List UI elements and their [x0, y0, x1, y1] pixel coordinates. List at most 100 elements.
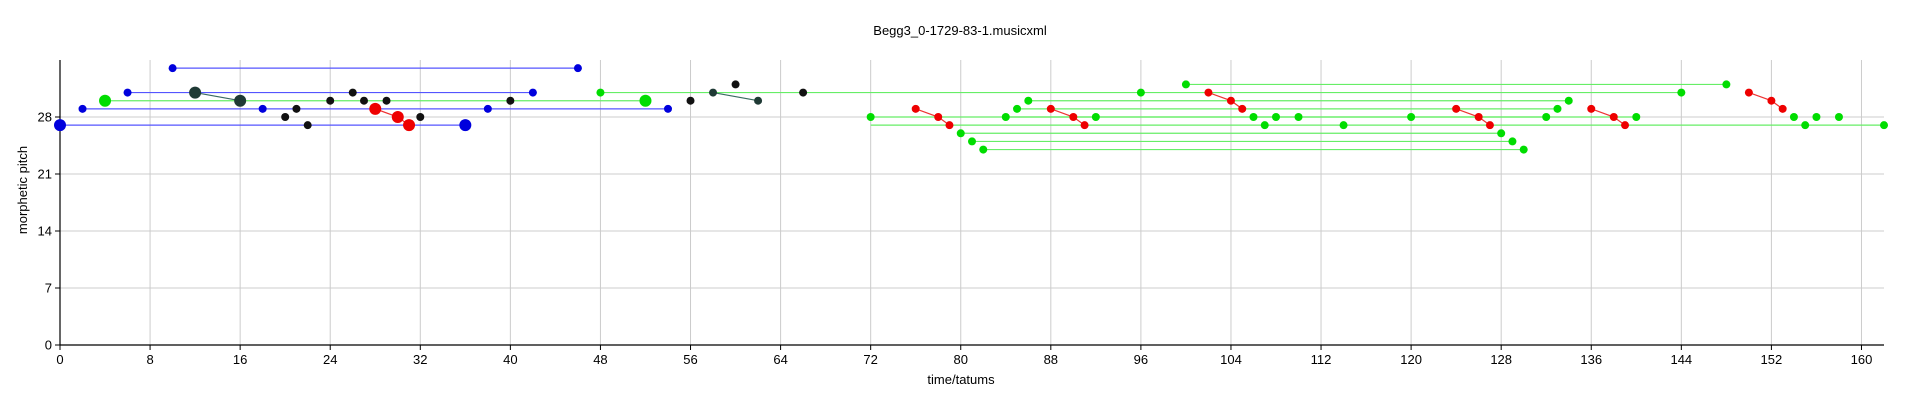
black-point — [506, 96, 515, 105]
red-point — [1452, 104, 1461, 113]
red-point — [934, 113, 943, 121]
red-point — [1204, 88, 1213, 97]
black-point — [348, 88, 357, 97]
green-point-large — [639, 94, 652, 107]
red-point — [1046, 104, 1055, 113]
x-tick-label: 24 — [323, 352, 337, 367]
red-point-large — [403, 119, 416, 132]
blue-point-large — [459, 119, 472, 132]
red-point — [1744, 88, 1753, 97]
dark-point — [709, 88, 718, 97]
blue-point — [168, 64, 177, 73]
x-tick-label: 40 — [503, 352, 517, 367]
x-tick-label: 136 — [1580, 352, 1602, 367]
x-tick-label: 96 — [1134, 352, 1148, 367]
green-point — [1542, 113, 1551, 121]
dark-point-large — [189, 86, 202, 99]
black-point — [281, 113, 290, 121]
black-point — [686, 96, 695, 105]
ticks: 0 8 16 24 32 40 48 56 64 72 80 88 96 104 112 120 128 136 1… — [38, 110, 1873, 368]
chart-title: Begg3_0-1729-83-1.musicxml — [873, 23, 1047, 38]
green-point — [1339, 121, 1348, 130]
red-point — [1238, 104, 1247, 113]
green-point — [979, 145, 988, 154]
red-point — [1474, 113, 1483, 121]
x-tick-label: 16 — [233, 352, 247, 367]
y-tick-label: 14 — [38, 224, 52, 239]
black-point — [416, 113, 425, 121]
green-point — [1812, 113, 1821, 121]
black-point — [382, 96, 391, 105]
dark-segment — [195, 91, 241, 102]
x-axis-label: time/tatums — [927, 372, 995, 387]
y-tick-label: 21 — [38, 167, 52, 182]
black-point — [360, 96, 368, 105]
green-point — [1013, 104, 1022, 113]
green-point — [1834, 113, 1843, 121]
red-point — [1080, 121, 1089, 130]
red-point — [1226, 96, 1235, 105]
red-point — [1485, 121, 1494, 130]
red-point-large — [369, 102, 382, 115]
green-point — [1632, 113, 1641, 121]
y-tick-label: 7 — [45, 281, 52, 296]
green-point — [1553, 104, 1562, 113]
red-point — [1069, 113, 1078, 121]
blue-point — [573, 64, 582, 73]
red-point — [945, 121, 954, 130]
x-tick-label: 120 — [1400, 352, 1422, 367]
red-point — [911, 104, 920, 113]
dark-point — [754, 96, 763, 105]
black-point — [303, 121, 312, 130]
green-point — [1024, 96, 1033, 105]
x-tick-label: 8 — [146, 352, 153, 367]
green-point — [1497, 129, 1506, 138]
green-point — [1677, 88, 1686, 97]
y-tick-label: 28 — [38, 110, 52, 125]
x-tick-label: 128 — [1490, 352, 1512, 367]
x-tick-label: 152 — [1761, 352, 1783, 367]
green-point — [1136, 88, 1145, 97]
green-point — [1519, 145, 1528, 154]
x-tick-label: 72 — [863, 352, 877, 367]
green-point — [1801, 121, 1810, 130]
green-point — [1407, 113, 1416, 121]
red-point — [1609, 113, 1618, 121]
green-point — [1260, 121, 1269, 130]
red-point — [1621, 121, 1630, 130]
dark-segment — [712, 91, 759, 102]
red-point — [1587, 104, 1596, 113]
green-point — [1001, 113, 1010, 121]
black-point — [799, 88, 808, 97]
green-point — [956, 129, 965, 138]
x-tick-label: 112 — [1311, 352, 1332, 367]
blue-point-large — [54, 119, 66, 132]
y-axis-label: morphetic pitch — [15, 146, 30, 234]
green-point — [1181, 80, 1190, 89]
red-point-large — [391, 111, 404, 123]
green-point — [1249, 113, 1258, 121]
black-point — [292, 104, 301, 113]
blue-point — [483, 104, 492, 113]
green-point — [1294, 113, 1303, 121]
green-point — [596, 88, 605, 97]
data-marks — [54, 64, 1888, 154]
red-point — [1767, 96, 1776, 105]
red-line — [1748, 92, 1784, 110]
red-point — [1778, 104, 1787, 113]
x-tick-label: 64 — [773, 352, 787, 367]
green-point — [1091, 113, 1100, 121]
x-tick-label: 88 — [1044, 352, 1058, 367]
green-point — [1564, 96, 1573, 105]
blue-point — [664, 104, 672, 113]
x-tick-label: 104 — [1220, 352, 1242, 367]
green-point — [1272, 113, 1280, 121]
black-point — [326, 96, 335, 105]
green-point — [866, 113, 875, 121]
x-tick-label: 0 — [56, 352, 63, 367]
axes — [59, 60, 1884, 346]
x-tick-label: 160 — [1851, 352, 1873, 367]
green-point — [968, 137, 976, 146]
blue-point — [528, 88, 537, 97]
